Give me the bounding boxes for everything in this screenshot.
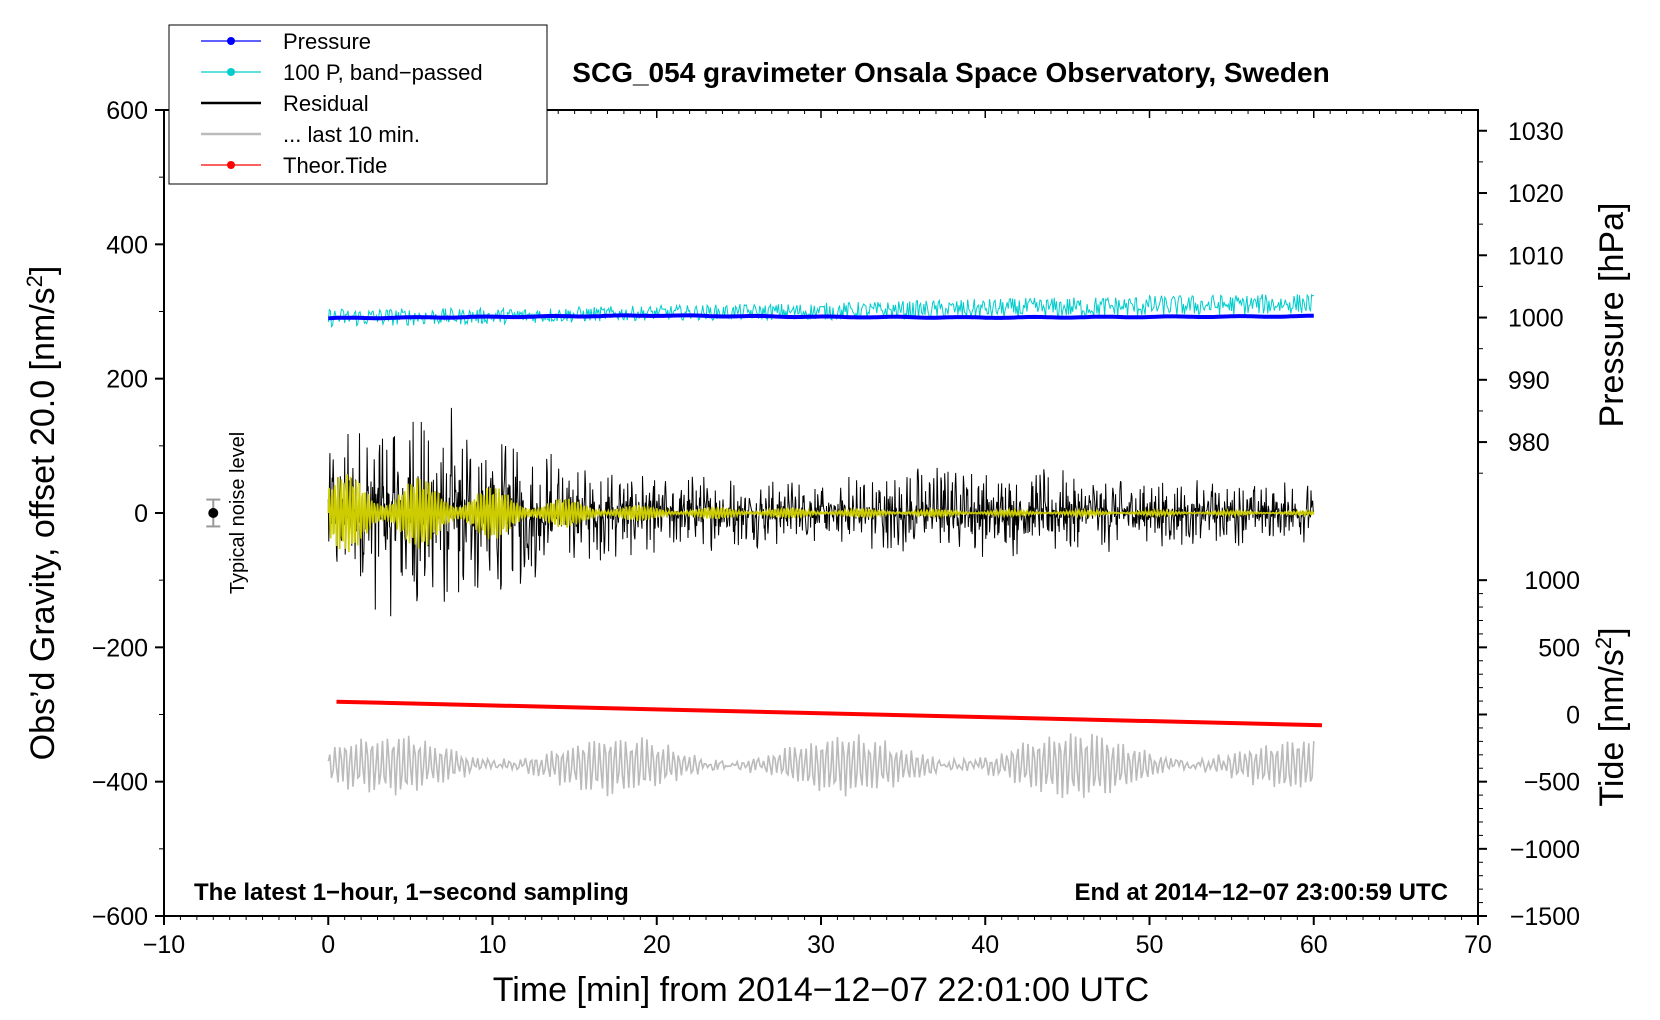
legend-label: 100 P, band−passed — [283, 60, 483, 85]
pressure-tick-label: 1030 — [1508, 118, 1564, 146]
legend-marker — [227, 161, 235, 169]
x-tick-label: −10 — [143, 931, 185, 959]
y-axis-title-left-sup: 2 — [22, 275, 47, 287]
legend-label: Theor.Tide — [283, 153, 387, 178]
tide-tick-label: 500 — [1538, 634, 1580, 662]
y-axis-title-tide-tail: ] — [1593, 627, 1631, 636]
legend-label: Residual — [283, 91, 369, 116]
y-axis-title-left-text: Obs’d Gravity, offset 20.0 [nm/s — [24, 287, 62, 760]
pressure-tick-label: 980 — [1508, 429, 1550, 457]
y-axis-title-tide-text: Tide [nm/s — [1593, 649, 1631, 806]
y-tick-label: 0 — [134, 500, 148, 528]
legend-marker — [227, 68, 235, 76]
series-smoothed-residual — [327, 474, 1315, 553]
legend-marker — [227, 37, 235, 45]
y-axis-title-left-tail: ] — [24, 266, 62, 275]
footer-left: The latest 1−hour, 1−second sampling — [194, 879, 629, 906]
y-tick-label: 600 — [106, 97, 148, 125]
y-tick-label: −200 — [92, 634, 148, 662]
y-axis-title-pressure: Pressure [hPa] — [1593, 203, 1631, 428]
noise-dot — [208, 508, 219, 518]
y-axis-title-tide: Tide [nm/s2] — [1591, 627, 1632, 806]
series-pressure-bandpassed — [327, 293, 1315, 328]
x-tick-label: 60 — [1300, 931, 1328, 959]
legend: Pressure 100 P, band−passed Residual ... la… — [168, 24, 548, 185]
axis-ticks: −10 0 10 20 30 40 50 60 706004002000−200−400−600… — [92, 97, 1580, 959]
noise-level-marker: Typical noise level — [206, 432, 249, 594]
y-axis-title-tide-sup: 2 — [1591, 637, 1616, 649]
x-tick-label: 70 — [1464, 931, 1492, 959]
pressure-tick-label: 990 — [1508, 367, 1550, 395]
x-tick-label: 0 — [321, 931, 335, 959]
y-tick-label: −400 — [92, 769, 148, 797]
pressure-tick-label: 1020 — [1508, 180, 1564, 208]
footer-right: End at 2014−12−07 23:00:59 UTC — [1074, 879, 1448, 906]
pressure-tick-label: 1010 — [1508, 242, 1564, 270]
legend-box — [168, 24, 548, 185]
y-tick-label: 200 — [106, 366, 148, 394]
y-tick-label: 400 — [106, 231, 148, 259]
x-axis-title: Time [min] from 2014−12−07 22:01:00 UTC — [493, 971, 1149, 1009]
legend-label: Pressure — [283, 29, 371, 54]
tide-tick-label: −500 — [1524, 769, 1580, 797]
legend-label: ... last 10 min. — [283, 122, 420, 147]
x-tick-label: 20 — [643, 931, 671, 959]
tide-tick-label: −1000 — [1510, 836, 1580, 864]
series-theor-tide — [336, 699, 1323, 728]
x-tick-label: 30 — [807, 931, 835, 959]
y-tick-label: −600 — [92, 903, 148, 931]
tide-tick-label: −1500 — [1510, 903, 1580, 931]
series-last-10-min — [327, 733, 1315, 799]
x-tick-label: 10 — [479, 931, 507, 959]
pressure-tick-label: 1000 — [1508, 305, 1564, 333]
noise-level-label: Typical noise level — [227, 432, 249, 594]
series-residual — [327, 407, 1315, 617]
tide-tick-label: 1000 — [1524, 567, 1580, 595]
y-axis-title-left: Obs’d Gravity, offset 20.0 [nm/s2] — [22, 266, 63, 761]
series-pressure — [328, 313, 1314, 321]
chart-title: SCG_054 gravimeter Onsala Space Observat… — [572, 57, 1329, 88]
x-tick-label: 50 — [1136, 931, 1164, 959]
x-tick-label: 40 — [971, 931, 999, 959]
series-layer — [327, 293, 1323, 799]
tide-tick-label: 0 — [1566, 702, 1580, 730]
